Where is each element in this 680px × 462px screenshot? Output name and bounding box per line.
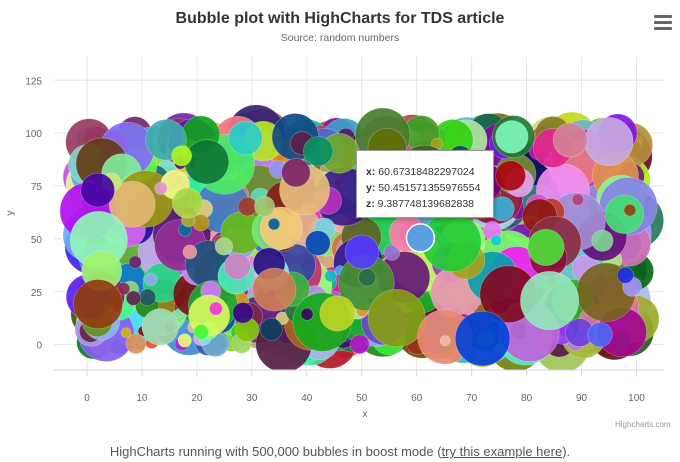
tooltip-x-label: x:	[366, 166, 376, 178]
bubble	[259, 317, 283, 341]
bubble	[108, 181, 156, 228]
bubble	[141, 308, 179, 346]
x-tick-label: 30	[246, 393, 258, 404]
tooltip-y-value: 50.451571355976554	[378, 182, 481, 194]
y-tick-label: 100	[25, 129, 42, 140]
bubble	[319, 295, 356, 332]
bubble	[495, 160, 526, 191]
y-tick-label: 50	[31, 235, 43, 246]
bubble	[237, 196, 258, 217]
hamburger-menu-icon[interactable]	[652, 12, 674, 32]
bubble	[587, 322, 613, 348]
hovered-bubble	[405, 223, 436, 253]
bubble	[281, 158, 311, 188]
y-tick-label: 0	[36, 341, 42, 352]
tooltip-x-row: x: 60.67318482297024	[366, 166, 475, 178]
bubble	[80, 172, 115, 208]
bubble	[228, 120, 263, 156]
bubble	[214, 237, 233, 256]
bubble	[300, 307, 314, 321]
x-tick-label: 60	[411, 393, 423, 404]
bubble	[490, 234, 502, 247]
point-tooltip: x: 60.67318482297024 y: 50.4515713559765…	[356, 150, 494, 218]
bubble	[267, 218, 281, 231]
y-tick-label: 75	[31, 182, 43, 193]
x-tick-label: 90	[576, 393, 588, 404]
caption-text: HighCharts running with 500,000 bubbles …	[109, 444, 442, 459]
axes: 0 10 20 30 40 50 60 70 80 90 100 0 25 50 75 100 125	[25, 76, 664, 404]
chart-title: Bubble plot with HighCharts for TDS arti…	[176, 10, 505, 27]
caption: HighCharts running with 500,000 bubbles …	[0, 444, 680, 459]
bubble	[349, 334, 370, 355]
bubble	[252, 267, 297, 312]
bubble	[367, 289, 426, 348]
bubble-series[interactable]	[59, 104, 664, 373]
bubble	[324, 269, 337, 283]
bubble	[171, 145, 193, 167]
bubble	[254, 195, 276, 217]
bubble	[125, 333, 147, 355]
x-tick-label: 50	[356, 393, 368, 404]
tooltip-z-value: 9.387748139682838	[377, 198, 475, 210]
bubble	[209, 301, 223, 316]
bubble	[182, 244, 198, 260]
bubble	[591, 229, 614, 252]
bubble	[495, 120, 529, 154]
bubble	[128, 255, 142, 269]
x-tick-label: 20	[191, 393, 203, 404]
x-tick-label: 40	[301, 393, 313, 404]
tooltip-y-row: y: 50.451571355976554	[366, 182, 480, 194]
bubble	[358, 268, 377, 287]
caption-end: ).	[562, 444, 571, 459]
bubble	[344, 234, 380, 270]
tooltip-z-row: z: 9.387748139682838	[366, 198, 474, 210]
bubble	[439, 335, 451, 347]
x-tick-label: 100	[628, 393, 645, 404]
bubble	[527, 228, 565, 266]
x-tick-label: 0	[84, 393, 90, 404]
bubble	[623, 204, 637, 217]
y-tick-label: 125	[25, 76, 42, 87]
x-tick-label: 10	[136, 393, 148, 404]
bubble	[193, 324, 209, 340]
bubble	[120, 327, 132, 339]
menu-bar	[654, 21, 672, 24]
menu-bar	[654, 27, 672, 30]
tooltip-z-label: z:	[366, 198, 375, 210]
bubble	[520, 271, 580, 331]
y-axis-label: y	[5, 211, 16, 216]
bubble	[172, 187, 204, 219]
x-tick-label: 80	[521, 393, 533, 404]
bubble	[184, 139, 230, 185]
bubble	[616, 266, 634, 284]
y-tick-label: 25	[31, 288, 43, 299]
bubble	[604, 194, 644, 234]
bubble	[303, 136, 334, 167]
bubble	[223, 252, 251, 280]
bubble	[259, 206, 303, 250]
bubble	[383, 244, 401, 261]
bubble	[552, 122, 588, 158]
x-tick-label: 70	[466, 393, 478, 404]
tooltip-x-value: 60.67318482297024	[378, 166, 475, 178]
bubble	[138, 288, 157, 306]
bubble	[154, 181, 168, 195]
bubble	[125, 290, 141, 306]
bubble	[455, 311, 511, 367]
tooltip-y-label: y:	[366, 182, 376, 194]
x-axis-label: x	[363, 409, 368, 420]
credits-link[interactable]: Highcharts.com	[615, 420, 671, 429]
bubble	[177, 333, 192, 348]
example-link[interactable]: try this example here	[441, 444, 563, 459]
bubble	[584, 117, 634, 167]
bubble	[144, 272, 158, 287]
chart-subtitle: Source: random numbers	[281, 32, 399, 44]
bubble	[232, 302, 254, 324]
bubble	[117, 282, 131, 296]
bubble	[571, 193, 585, 206]
menu-bar	[654, 15, 672, 18]
bubble	[305, 230, 331, 256]
bubble	[73, 279, 123, 330]
